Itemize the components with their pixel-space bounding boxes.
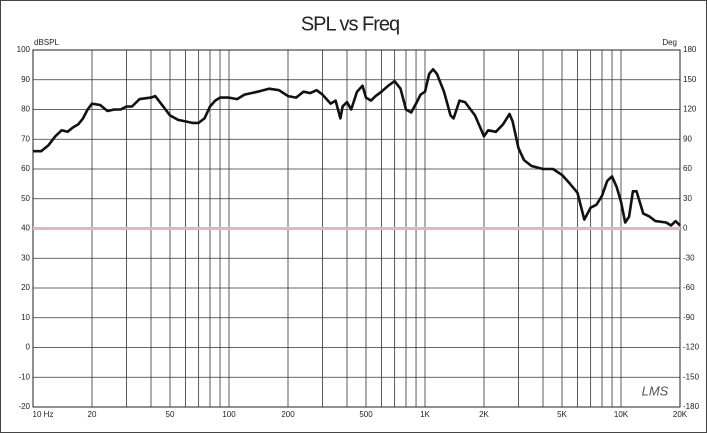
y2-tick-label: 180 [683, 45, 697, 54]
chart-title: SPL vs Freq [301, 13, 399, 35]
y2-tick-label: -90 [683, 313, 695, 322]
y-tick-label: 60 [21, 164, 30, 173]
y2-tick-label: 30 [683, 194, 692, 203]
x-tick-label: 20 [88, 410, 97, 419]
y2-tick-label: -60 [683, 283, 695, 292]
y-tick-label: 90 [21, 75, 30, 84]
spl-line [33, 68, 681, 227]
y2-tick-label: 0 [683, 224, 688, 233]
y-tick-label: 30 [21, 253, 30, 262]
x-tick-label: 2K [479, 410, 489, 419]
x-tick-label: 500 [359, 410, 373, 419]
y2-tick-label: 60 [683, 164, 692, 173]
y2-tick-label: 90 [683, 134, 692, 143]
y-tick-label: 0 [26, 343, 31, 352]
x-tick-label: 100 [222, 410, 236, 419]
y2-tick-label: 150 [683, 75, 697, 84]
y-tick-label: 40 [21, 224, 30, 233]
y-tick-label: 80 [21, 105, 30, 114]
y-tick-label: 20 [21, 283, 30, 292]
y2-tick-label: -150 [683, 372, 700, 381]
y-tick-label: 50 [21, 194, 30, 203]
logo: LMS [642, 383, 669, 398]
y2-tick-label: -30 [683, 253, 695, 262]
x-tick-label: 200 [281, 410, 295, 419]
y-tick-label: 100 [17, 45, 31, 54]
y2-tick-label: -120 [683, 343, 700, 352]
y-axis-label: dBSPL [34, 38, 59, 47]
y-tick-label: -20 [18, 402, 30, 411]
x-tick-label: 1K [420, 410, 430, 419]
y-tick-label: 70 [21, 134, 30, 143]
x-tick-label: 5K [557, 410, 567, 419]
y2-tick-label: 120 [683, 105, 697, 114]
y-tick-label: 10 [21, 313, 30, 322]
x-tick-label: 10 Hz [33, 410, 54, 419]
x-tick-label: 50 [166, 410, 175, 419]
y-tick-label: -10 [18, 372, 30, 381]
y2-axis-label: Deg [662, 38, 677, 47]
x-tick-label: 20K [673, 410, 688, 419]
x-tick-label: 10K [614, 410, 629, 419]
y2-tick-label: -180 [683, 402, 700, 411]
